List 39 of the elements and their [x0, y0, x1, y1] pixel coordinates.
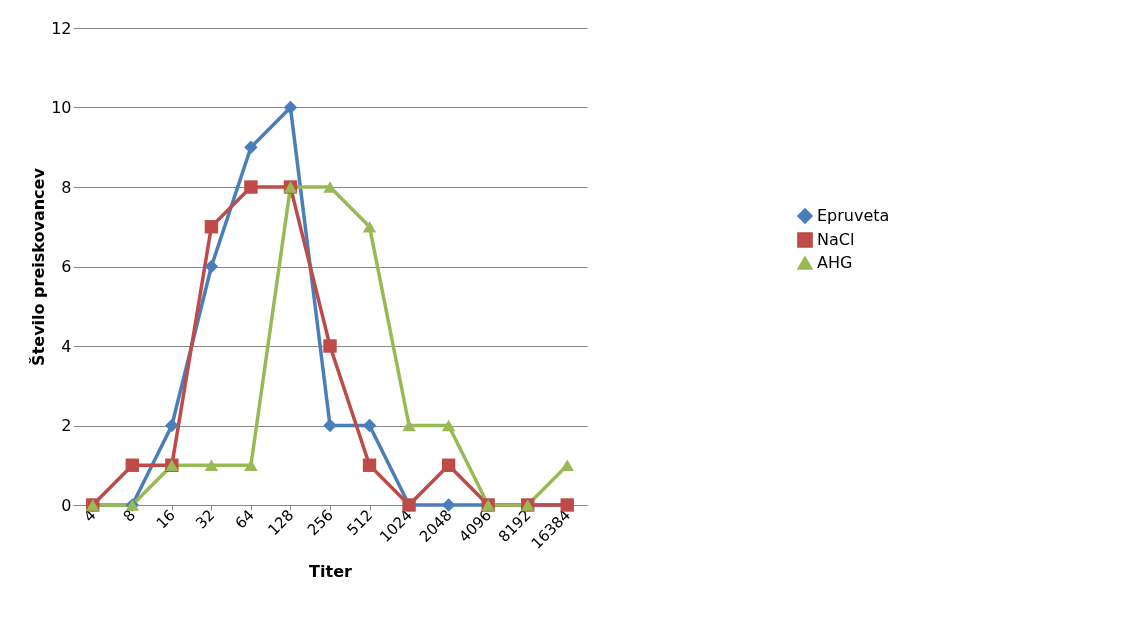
point: [441, 498, 456, 512]
x-tick-label: 128: [264, 506, 298, 540]
point: [204, 220, 219, 234]
point: [362, 418, 377, 433]
point: [283, 100, 298, 115]
x-tick-label: 8: [119, 506, 140, 526]
legend-label: Epruveta: [817, 206, 890, 225]
x-axis-title: Titer: [309, 561, 352, 581]
x-tick-label: 64: [231, 506, 258, 533]
y-tick-label: 4: [61, 336, 72, 356]
x-tick-label: 32: [192, 506, 219, 533]
y-tick-label: 6: [61, 257, 72, 276]
point: [362, 220, 377, 233]
y-tick-label: 12: [51, 18, 72, 38]
x-tick-label: 512: [343, 506, 377, 540]
point: [323, 181, 337, 193]
point: [560, 459, 574, 472]
y-tick-label: 0: [61, 495, 72, 515]
y-tick-label: 10: [51, 98, 72, 117]
legend-label: NaCl: [817, 230, 855, 249]
y-tick-label: 8: [61, 177, 72, 197]
point: [402, 419, 416, 432]
point: [244, 180, 258, 194]
point: [441, 419, 456, 432]
point: [362, 458, 377, 472]
point: [244, 140, 258, 154]
point: [125, 458, 140, 472]
x-tick-label: 4: [80, 506, 100, 526]
y-tick-label: 2: [61, 416, 72, 435]
point: [441, 458, 456, 472]
point: [323, 339, 337, 353]
point: [165, 418, 179, 433]
point: [204, 459, 219, 472]
point: [244, 459, 258, 472]
point: [204, 259, 219, 274]
point: [323, 418, 337, 433]
x-tick-label: 16: [152, 506, 179, 533]
legend-label: AHG: [817, 253, 853, 272]
y-axis-title: Število preiskovancev: [29, 167, 49, 366]
